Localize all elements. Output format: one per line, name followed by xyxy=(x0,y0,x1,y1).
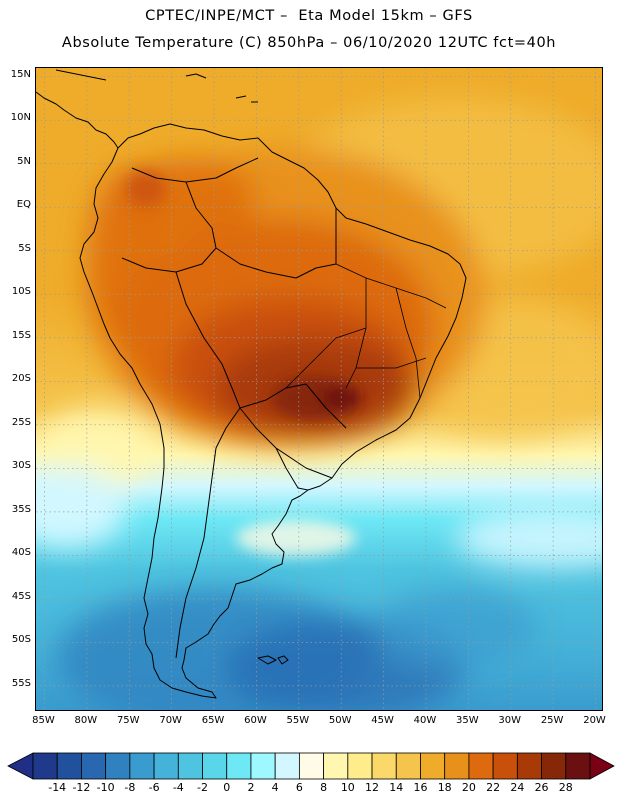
colorbar-swatch xyxy=(274,752,300,780)
colorbar-tick-label: 0 xyxy=(223,781,231,794)
longitude-label: 30W xyxy=(498,715,522,726)
colorbar-swatch xyxy=(468,752,494,780)
temperature-map[interactable] xyxy=(35,67,603,711)
latitude-label: 55S xyxy=(11,677,31,689)
colorbar-swatch xyxy=(129,752,155,780)
lat-lon-grid xyxy=(36,68,602,710)
colorbar-swatch xyxy=(565,752,591,780)
colorbar-swatch xyxy=(516,752,542,780)
colorbar-swatch xyxy=(226,752,252,780)
latitude-label: 10N xyxy=(10,112,31,124)
latitude-label: 30S xyxy=(11,460,31,472)
colorbar-swatch xyxy=(541,752,567,780)
colorbar-tick-label: -2 xyxy=(197,781,208,794)
colorbar-swatch xyxy=(347,752,373,780)
longitude-label: 75W xyxy=(116,715,140,726)
map-title: CPTEC/INPE/MCT – Eta Model 15km – GFS xyxy=(145,8,473,24)
colorbar-swatch xyxy=(420,752,446,780)
longitude-label: 20W xyxy=(583,715,606,726)
latitude-label: 10S xyxy=(11,286,31,298)
latitude-label: 15S xyxy=(11,329,31,341)
latitude-label: 25S xyxy=(11,416,31,428)
colorbar-tick-label: 28 xyxy=(558,781,573,794)
latitude-label: 35S xyxy=(11,503,31,515)
colorbar-swatch xyxy=(371,752,397,780)
coastlines xyxy=(36,69,467,699)
latitude-label: 50S xyxy=(11,634,31,646)
colorbar-tick-label: 10 xyxy=(340,781,355,794)
longitude-label: 25W xyxy=(540,715,564,726)
colorbar-tick-label: 4 xyxy=(271,781,279,794)
colorbar-tick-label: -4 xyxy=(172,781,184,794)
latitude-label: EQ xyxy=(16,199,31,211)
longitude-label: 40W xyxy=(413,715,437,726)
colorbar-tick-label: 12 xyxy=(365,781,380,794)
latitude-label: 45S xyxy=(11,590,31,602)
colorbar-over-arrow xyxy=(589,752,615,780)
colorbar-swatch xyxy=(395,752,421,780)
colorbar-swatch xyxy=(492,752,518,780)
country-borders xyxy=(121,157,347,659)
latitude-label: 40S xyxy=(11,547,31,559)
longitude-label: 50W xyxy=(328,715,352,726)
colorbar-tick-label: -8 xyxy=(124,781,136,794)
longitude-label: 35W xyxy=(456,715,479,726)
colorbar-swatch xyxy=(177,752,203,780)
colorbar-swatch xyxy=(32,752,58,780)
longitude-label: 70W xyxy=(159,715,182,726)
colorbar-under-arrow xyxy=(7,752,34,780)
colorbar-tick-label: 18 xyxy=(437,781,452,794)
colorbar-tick-label: 6 xyxy=(295,781,303,794)
colorbar-swatch xyxy=(323,752,349,780)
colorbar-tick-label: 16 xyxy=(413,781,428,794)
colorbar-swatch xyxy=(81,752,107,780)
colorbar-tick-label: 22 xyxy=(486,781,501,794)
longitude-label: 55W xyxy=(286,715,310,726)
longitude-label: 80W xyxy=(74,715,98,726)
longitude-label: 60W xyxy=(244,715,267,726)
latitude-label: 5N xyxy=(17,155,31,167)
latitude-label: 20S xyxy=(11,373,31,385)
longitude-label: 45W xyxy=(371,715,394,726)
colorbar-tick-label: -10 xyxy=(96,781,115,794)
colorbar-swatch xyxy=(153,752,179,780)
colorbar-tick-label: -6 xyxy=(148,781,160,794)
colorbar-tick-label: 8 xyxy=(320,781,328,794)
colorbar-swatch xyxy=(444,752,470,780)
map-subtitle: Absolute Temperature (C) 850hPa – 06/10/… xyxy=(61,35,557,51)
colorbar-swatch xyxy=(56,752,82,780)
colorbar xyxy=(7,752,615,780)
map-canvas xyxy=(36,68,602,710)
colorbar-swatch xyxy=(250,752,276,780)
colorbar-swatch xyxy=(105,752,131,780)
colorbar-tick-label: -12 xyxy=(72,781,91,794)
colorbar-tick-label: 20 xyxy=(461,781,476,794)
south-america-coast xyxy=(79,123,467,699)
colorbar-tick-label: 26 xyxy=(534,781,549,794)
colorbar-swatch xyxy=(202,752,228,780)
colorbar-tick-label: 14 xyxy=(389,781,404,794)
colorbar-tick-label: 24 xyxy=(510,781,525,794)
longitude-label: 85W xyxy=(32,715,55,726)
latitude-label: 15N xyxy=(10,68,31,80)
longitude-label: 65W xyxy=(201,715,225,726)
colorbar-tick-label: 2 xyxy=(247,781,255,794)
colorbar-swatch xyxy=(298,752,325,780)
colorbar-tick-label: -14 xyxy=(48,781,67,794)
latitude-label: 5S xyxy=(18,242,31,254)
